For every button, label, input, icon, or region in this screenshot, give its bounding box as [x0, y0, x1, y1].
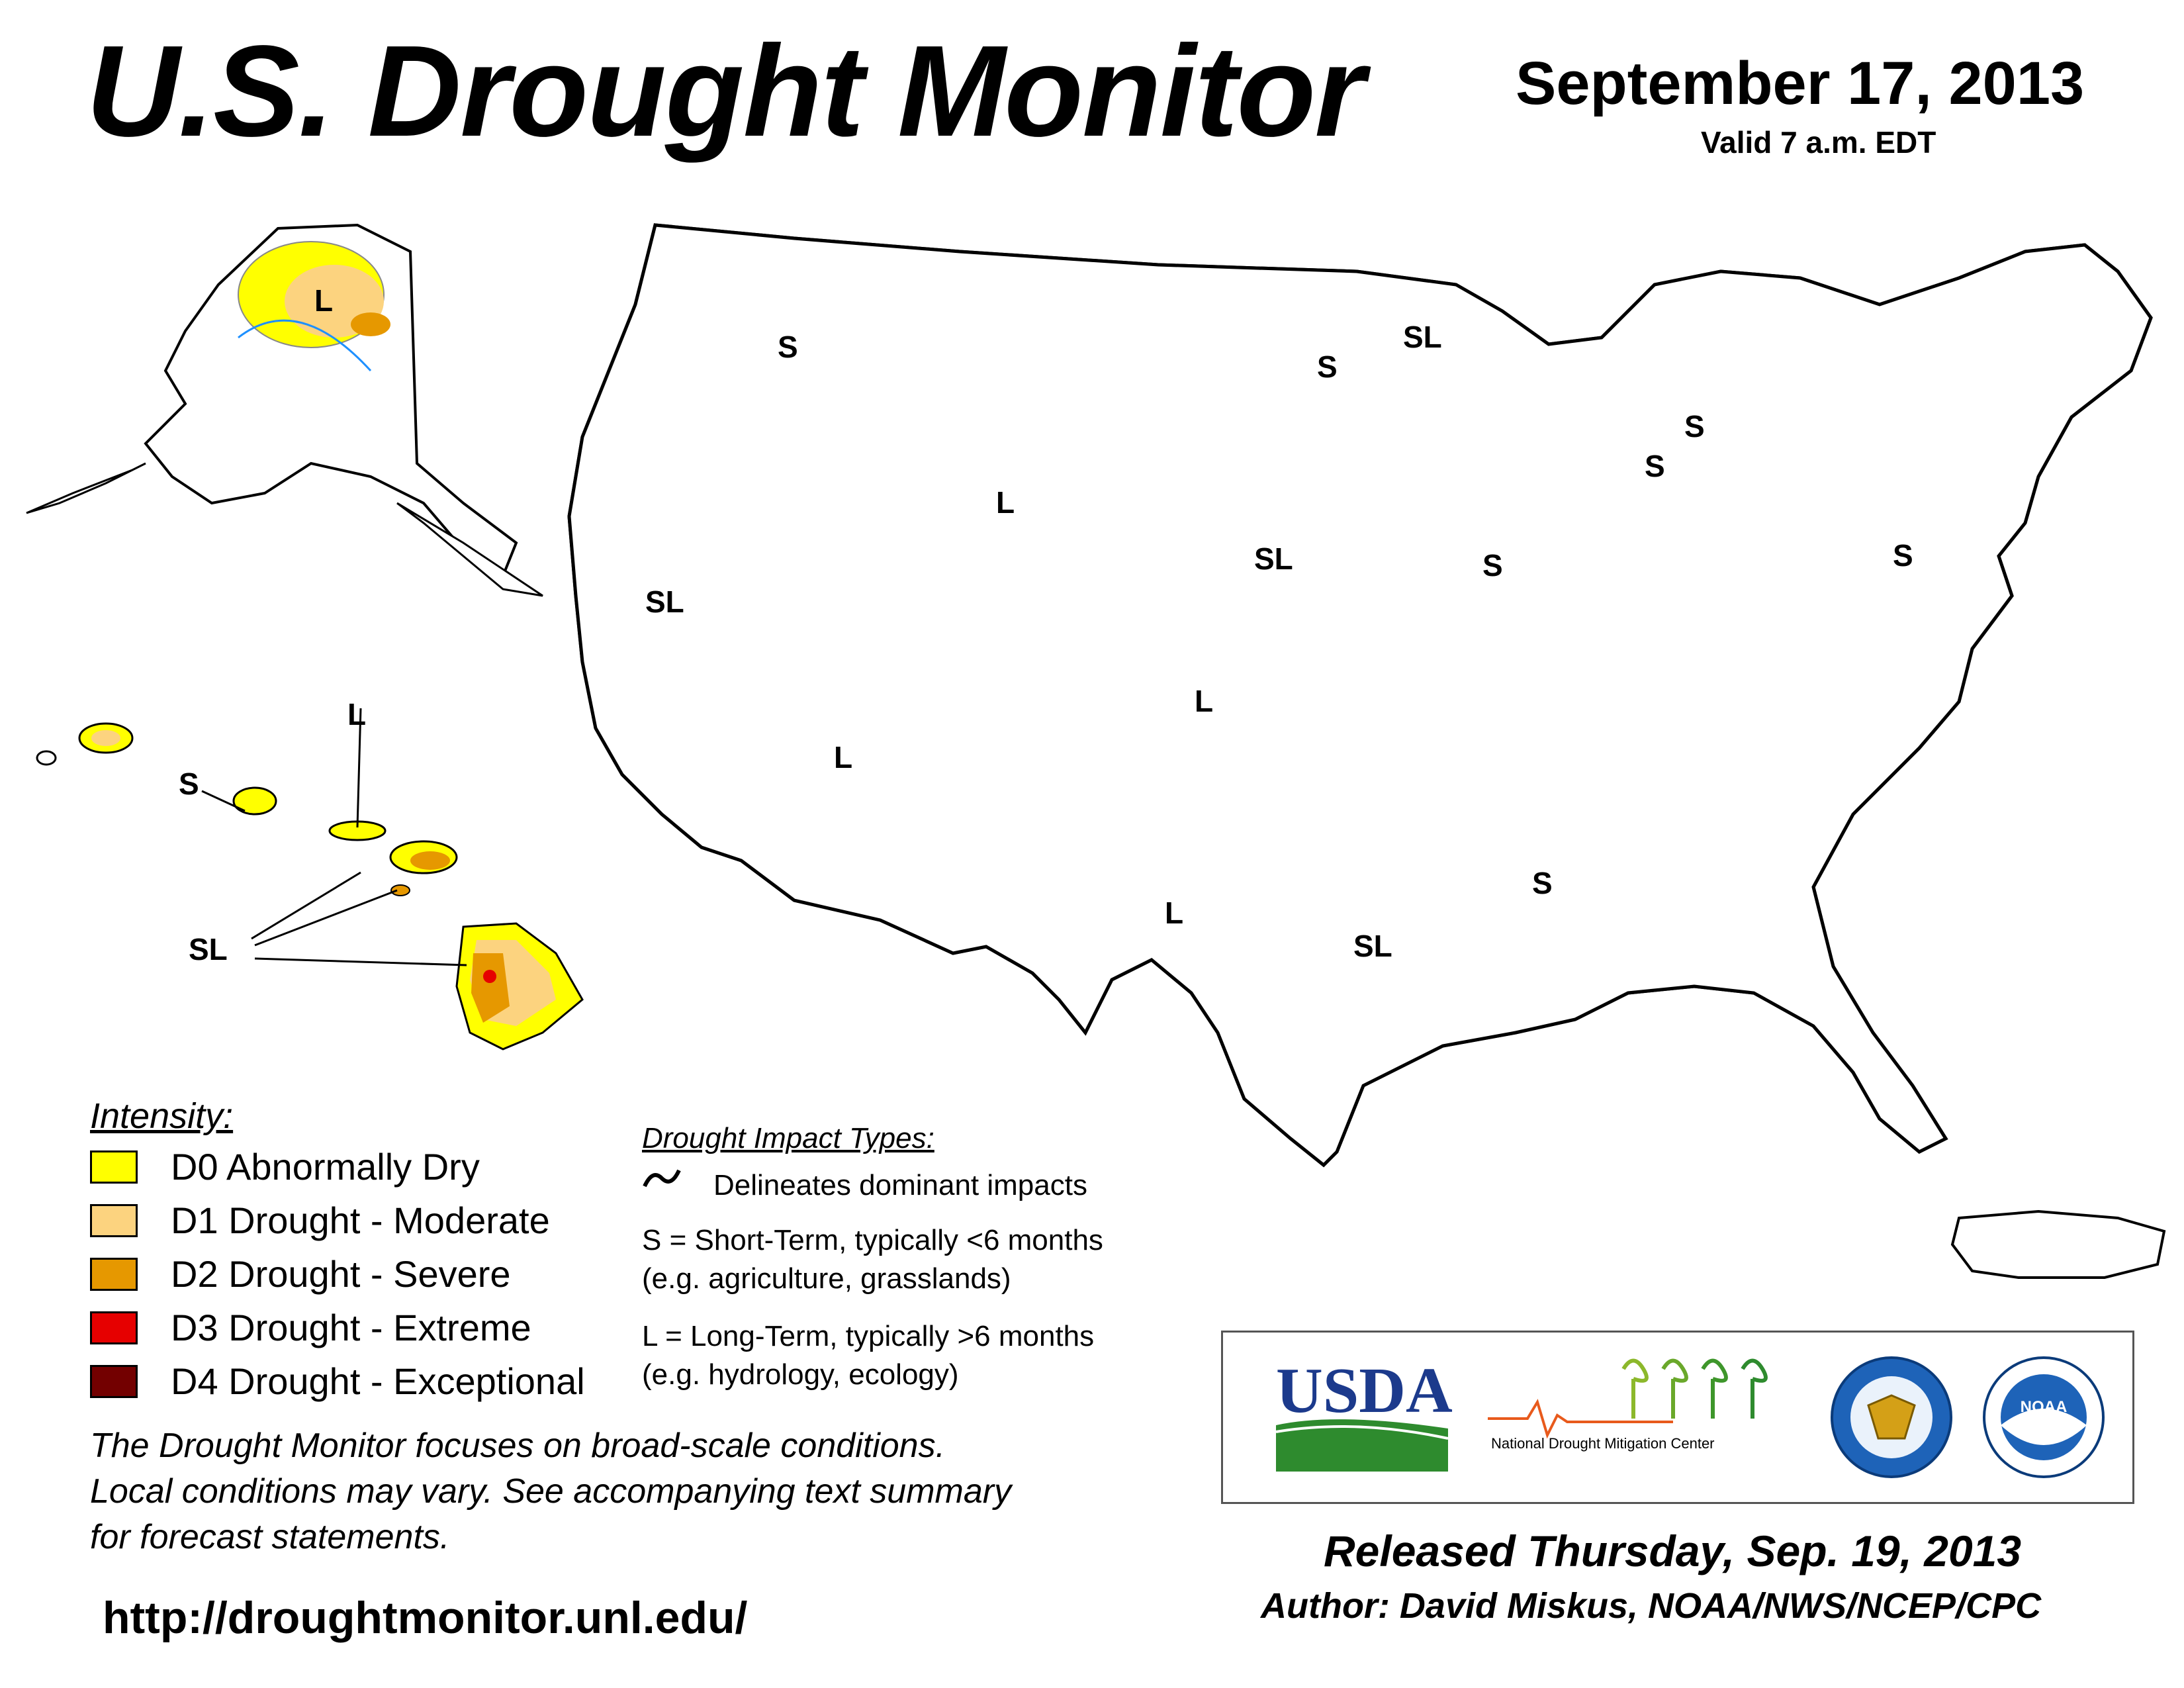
page-title: U.S. Drought Monitor: [86, 19, 1365, 164]
legend-swatch-d0: [90, 1150, 138, 1184]
alaska: [26, 223, 543, 597]
impact-line-icon: [643, 1169, 681, 1188]
author: Author: David Miskus, NOAA/NWS/NCEP/CPC: [1261, 1586, 2042, 1626]
release-date: Released Thursday, Sep. 19, 2013: [1324, 1526, 2022, 1575]
impact-label-l: L: [1195, 684, 1213, 718]
impact-label-l: L: [314, 283, 333, 318]
impact-label-l: L: [834, 740, 852, 774]
impact-labels: S L SL L L L SL S SL S SL S S S S L: [314, 283, 1913, 963]
usda-logo-text: USDA: [1276, 1355, 1453, 1427]
legend-label-d3: D3 Drought - Extreme: [171, 1307, 531, 1348]
usda-logo: USDA: [1275, 1355, 1453, 1472]
valid-time: Valid 7 a.m. EDT: [1701, 125, 1936, 160]
impact-label-l: L: [1165, 896, 1183, 930]
impact-label-s: S: [1532, 866, 1553, 900]
impact-types-title: Drought Impact Types:: [642, 1122, 934, 1154]
legend-item-d1: D1 Drought - Moderate: [90, 1199, 585, 1242]
legend-swatch-d1: [90, 1203, 138, 1237]
impact-delineates-text: Delineates dominant impacts: [713, 1169, 1087, 1201]
conus: S L SL L L L SL S SL S SL S S S S L: [314, 223, 2153, 1168]
impact-label-sl: SL: [189, 932, 228, 966]
impact-label-s: S: [1893, 538, 1913, 573]
noaa-logo: NOAA: [1983, 1356, 2105, 1478]
intensity-legend: D0 Abnormally Dry D1 Drought - Moderate …: [90, 1145, 585, 1403]
noaa-logo-text: NOAA: [2021, 1398, 2068, 1416]
legend-item-d0: D0 Abnormally Dry: [90, 1145, 585, 1188]
impact-label-s: S: [1482, 548, 1503, 583]
impact-label-sl: SL: [1254, 541, 1293, 576]
impact-label-s: S: [1645, 449, 1665, 483]
impact-short-term-eg: (e.g. agriculture, grasslands): [642, 1262, 1011, 1295]
impact-long-term-eg: (e.g. hydrology, ecology): [642, 1358, 959, 1391]
disclaimer-line: The Drought Monitor focuses on broad-sca…: [90, 1427, 946, 1465]
impact-label-l: L: [996, 485, 1015, 520]
impact-label-s: S: [1317, 350, 1338, 384]
impact-label-sl: SL: [1353, 929, 1392, 963]
impact-label-sl: SL: [645, 585, 684, 619]
intensity-title: Intensity:: [90, 1096, 234, 1136]
impact-label-sl: SL: [1403, 320, 1442, 354]
legend-swatch-d4: [90, 1364, 138, 1398]
impact-label-s: S: [179, 767, 199, 801]
disclaimer: The Drought Monitor focuses on broad-sca…: [90, 1423, 1011, 1560]
disclaimer-line: for forecast statements.: [90, 1518, 450, 1557]
website-link[interactable]: http://droughtmonitor.unl.edu/: [103, 1593, 748, 1643]
impact-label-s: S: [1684, 409, 1705, 444]
legend-label-d1: D1 Drought - Moderate: [171, 1199, 550, 1241]
ndmc-logo-text: National Drought Mitigation Center: [1491, 1435, 1715, 1452]
legend-label-d0: D0 Abnormally Dry: [171, 1146, 480, 1188]
legend-item-d3: D3 Drought - Extreme: [90, 1306, 585, 1349]
impact-short-term: S = Short-Term, typically <6 months: [642, 1224, 1103, 1256]
legend-swatch-d3: [90, 1311, 138, 1344]
disclaimer-line: Local conditions may vary. See accompany…: [90, 1472, 1012, 1511]
legend-label-d2: D2 Drought - Severe: [171, 1253, 511, 1295]
legend-label-d4: D4 Drought - Exceptional: [171, 1360, 585, 1402]
ndmc-logo: National Drought Mitigation Center: [1488, 1358, 1768, 1452]
doc-seal-logo: [1831, 1356, 1952, 1478]
impact-label-s: S: [778, 330, 798, 364]
legend-item-d4: D4 Drought - Exceptional: [90, 1360, 585, 1403]
puerto-rico: [1950, 1209, 2166, 1279]
legend-item-d2: D2 Drought - Severe: [90, 1252, 585, 1295]
hawaii: L S SL: [36, 697, 584, 1051]
map-date: September 17, 2013: [1516, 50, 2085, 117]
partner-logos: USDA National Drought Mitigation Center …: [1221, 1331, 2134, 1504]
impact-long-term: L = Long-Term, typically >6 months: [642, 1320, 1095, 1352]
impact-label-l: L: [347, 697, 366, 731]
legend-swatch-d2: [90, 1257, 138, 1291]
impact-line-key: [642, 1165, 682, 1195]
